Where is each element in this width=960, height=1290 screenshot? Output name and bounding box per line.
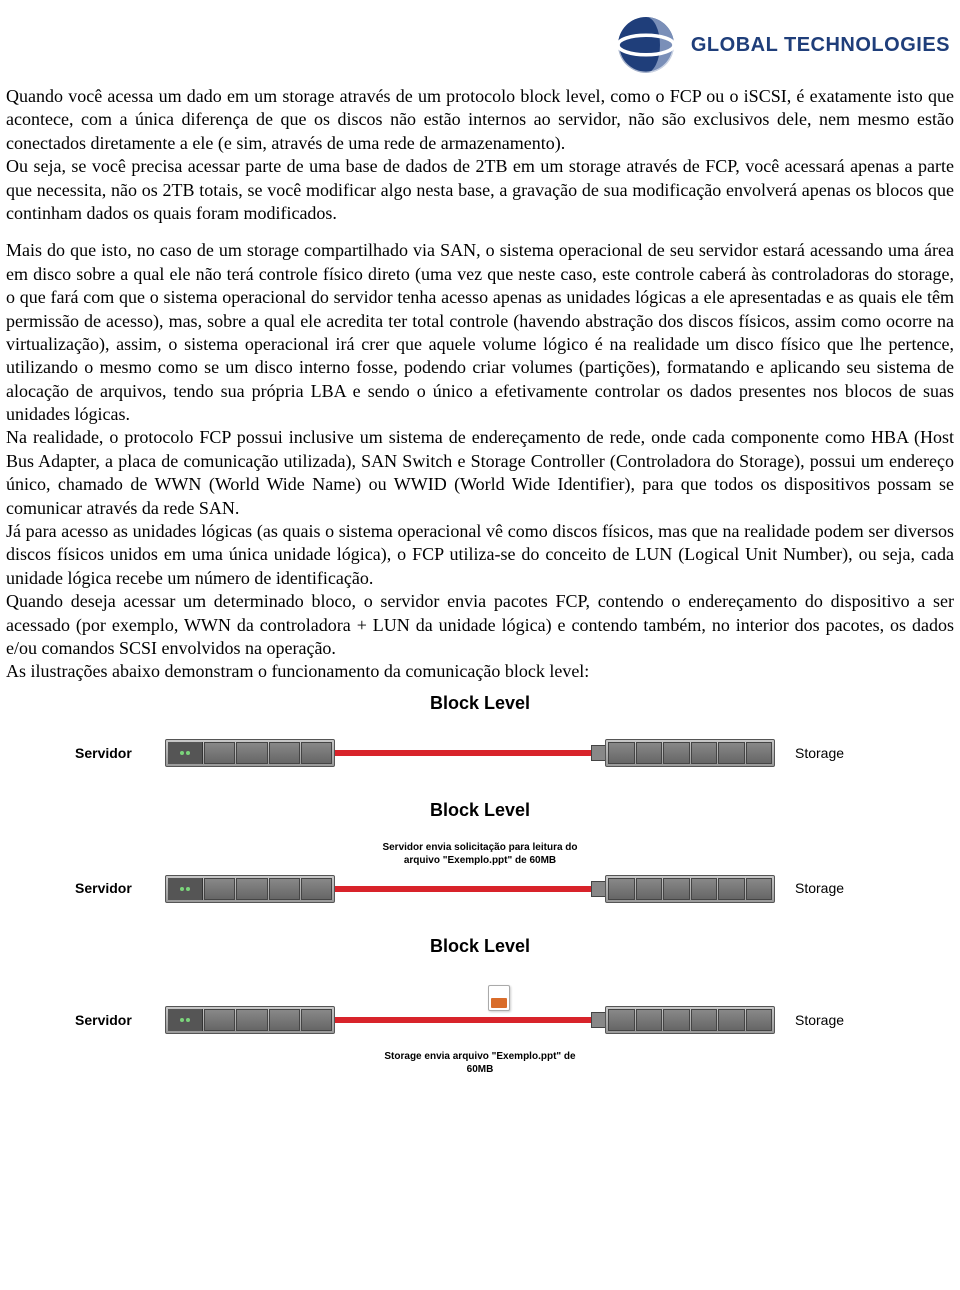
diagram-row-3: Servidor Storage [0, 1000, 960, 1040]
paragraph-3: Na realidade, o protocolo FCP possui inc… [6, 426, 954, 520]
diagram-title-2: Block Level [0, 799, 960, 822]
storage-label-1: Storage [775, 744, 885, 762]
paragraph-1a: Quando você acessa um dado em um storage… [6, 85, 954, 155]
paragraph-2: Mais do que isto, no caso de um storage … [6, 239, 954, 426]
caption-3b: 60MB [467, 1064, 494, 1075]
document-body: Quando você acessa um dado em um storage… [0, 85, 960, 684]
connection-link-2 [335, 886, 605, 892]
storage-rack-icon [605, 875, 775, 903]
diagram-title-1: Block Level [0, 692, 960, 715]
diagram-row-2: Servidor Storage [0, 869, 960, 909]
paragraph-6: As ilustrações abaixo demonstram o funci… [6, 660, 954, 683]
diagram-title-3: Block Level [0, 935, 960, 958]
server-rack-icon [165, 739, 335, 767]
server-rack-icon [165, 875, 335, 903]
server-label-3: Servidor [75, 1011, 165, 1029]
page-header: GLOBAL TECHNOLOGIES [0, 0, 960, 85]
storage-rack-icon [605, 1006, 775, 1034]
storage-rack-icon [605, 739, 775, 767]
ppt-file-icon [488, 985, 510, 1011]
connection-link-3 [335, 1017, 605, 1023]
server-label-2: Servidor [75, 879, 165, 897]
paragraph-5: Quando deseja acessar um determinado blo… [6, 590, 954, 660]
storage-label-3: Storage [775, 1011, 885, 1029]
paragraph-4: Já para acesso as unidades lógicas (as q… [6, 520, 954, 590]
company-name: GLOBAL TECHNOLOGIES [691, 32, 950, 58]
server-label-1: Servidor [75, 744, 165, 762]
caption-2b: arquivo "Exemplo.ppt" de 60MB [404, 855, 556, 866]
diagram-caption-3: Storage envia arquivo "Exemplo.ppt" de 6… [0, 1050, 960, 1076]
server-rack-icon [165, 1006, 335, 1034]
connection-link-1 [335, 750, 605, 756]
diagrams-container: Block Level Servidor Storage Block Level… [0, 692, 960, 1076]
paragraph-1b: Ou seja, se você precisa acessar parte d… [6, 155, 954, 225]
caption-3a: Storage envia arquivo "Exemplo.ppt" de [384, 1051, 575, 1062]
caption-2a: Servidor envia solicitação para leitura … [382, 842, 577, 853]
globe-logo-icon [611, 10, 681, 80]
storage-label-2: Storage [775, 879, 885, 897]
diagram-row-1: Servidor Storage [0, 733, 960, 773]
diagram-caption-2: Servidor envia solicitação para leitura … [0, 841, 960, 867]
